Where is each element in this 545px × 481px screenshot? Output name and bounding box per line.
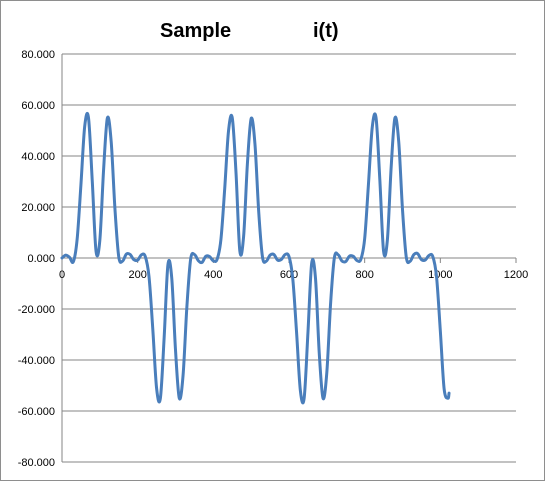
y-axis-tick-labels: 80.000 60.000 40.000 20.000 0.000 -20.000 -40.…: [18, 49, 55, 469]
x-tick-label: 400: [204, 269, 222, 281]
chart-title-sample: Sample: [160, 20, 232, 42]
y-tick-label: -20.000: [18, 304, 55, 316]
y-tick-label: 40.000: [21, 151, 55, 163]
y-tick-label: -80.000: [18, 457, 55, 469]
y-tick-label: 20.000: [21, 202, 55, 214]
x-tick-label: 1000: [428, 269, 452, 281]
x-axis-tick-labels: 0 200 400 600 800 1000 1200: [59, 269, 528, 281]
y-tick-label: -60.000: [18, 406, 55, 418]
x-tick-label: 0: [59, 269, 65, 281]
x-tick-label: 200: [128, 269, 146, 281]
x-tick-label: 600: [280, 269, 298, 281]
y-tick-label: -40.000: [18, 355, 55, 367]
x-tick-label: 800: [355, 269, 373, 281]
y-tick-label: 60.000: [21, 100, 55, 112]
x-tick-label: 1200: [504, 269, 528, 281]
chart-title-signal: i(t): [313, 20, 339, 42]
y-tick-label: 80.000: [21, 49, 55, 61]
series-layer: [60, 112, 451, 405]
y-tick-label: 0.000: [27, 253, 55, 265]
series-line-0: [60, 112, 451, 405]
